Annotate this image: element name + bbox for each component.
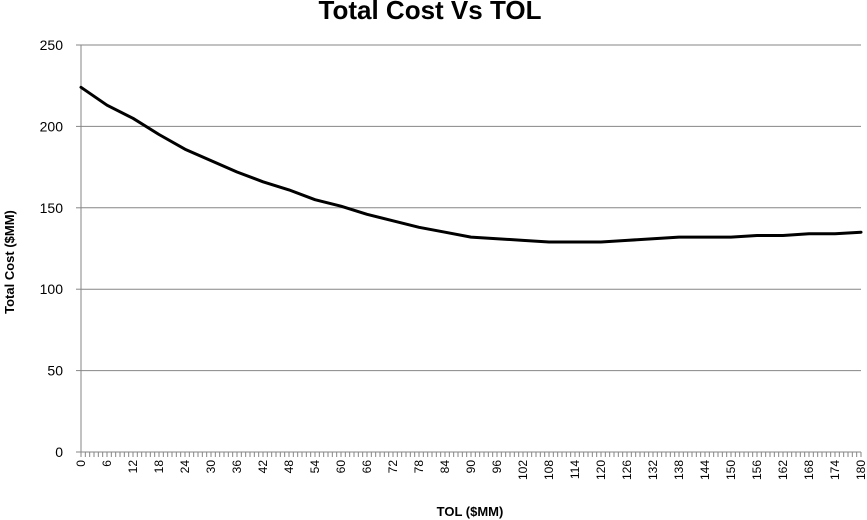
x-tick-label: 6 xyxy=(100,460,114,467)
y-axis-title: Total Cost ($MM) xyxy=(2,210,17,314)
x-tick-label: 72 xyxy=(386,460,400,474)
x-tick-label: 30 xyxy=(204,460,218,474)
y-tick-label: 250 xyxy=(40,37,64,53)
x-tick-label: 156 xyxy=(750,460,764,480)
y-tick-label: 0 xyxy=(55,444,63,460)
x-tick-label: 168 xyxy=(802,460,816,480)
x-axis-ticks: 0 6 12 18 24 30 36 42 48 54 60 66 72 78 84 90 96 102 108 11… xyxy=(74,452,867,480)
x-tick-label: 144 xyxy=(698,460,712,480)
x-tick-label: 78 xyxy=(412,460,426,474)
x-tick-label: 54 xyxy=(308,460,322,474)
x-tick-label: 126 xyxy=(620,460,634,480)
x-tick-label: 162 xyxy=(776,460,790,480)
x-tick-label: 132 xyxy=(646,460,660,480)
y-tick-label: 200 xyxy=(40,118,64,134)
x-tick-label: 120 xyxy=(594,460,608,480)
x-tick-label: 60 xyxy=(334,460,348,474)
y-tick-label: 100 xyxy=(40,281,64,297)
y-tick-label: 50 xyxy=(47,363,63,379)
x-tick-label: 42 xyxy=(256,460,270,474)
chart-title: Total Cost Vs TOL xyxy=(319,0,542,25)
x-tick-label: 18 xyxy=(152,460,166,474)
x-tick-label: 114 xyxy=(568,460,582,479)
x-tick-label: 66 xyxy=(360,460,374,474)
y-axis-ticks: 0 50 100 150 200 250 xyxy=(40,37,81,460)
x-tick-label: 0 xyxy=(74,460,88,467)
x-tick-label: 90 xyxy=(464,460,478,474)
x-tick-label: 108 xyxy=(542,460,556,480)
x-tick-label: 12 xyxy=(126,460,140,474)
x-tick-label: 84 xyxy=(438,460,452,474)
x-axis-title: TOL ($MM) xyxy=(437,504,504,519)
gridlines xyxy=(81,44,861,372)
x-tick-label: 180 xyxy=(854,460,867,480)
x-tick-label: 96 xyxy=(490,460,504,474)
x-tick-label: 138 xyxy=(672,460,686,480)
x-tick-label: 102 xyxy=(516,460,530,480)
x-tick-label: 24 xyxy=(178,460,192,474)
x-tick-label: 150 xyxy=(724,460,738,480)
x-tick-label: 174 xyxy=(828,460,842,480)
x-tick-label: 48 xyxy=(282,460,296,474)
series-line xyxy=(79,85,863,244)
x-tick-label: 36 xyxy=(230,460,244,474)
y-tick-label: 150 xyxy=(40,200,64,216)
